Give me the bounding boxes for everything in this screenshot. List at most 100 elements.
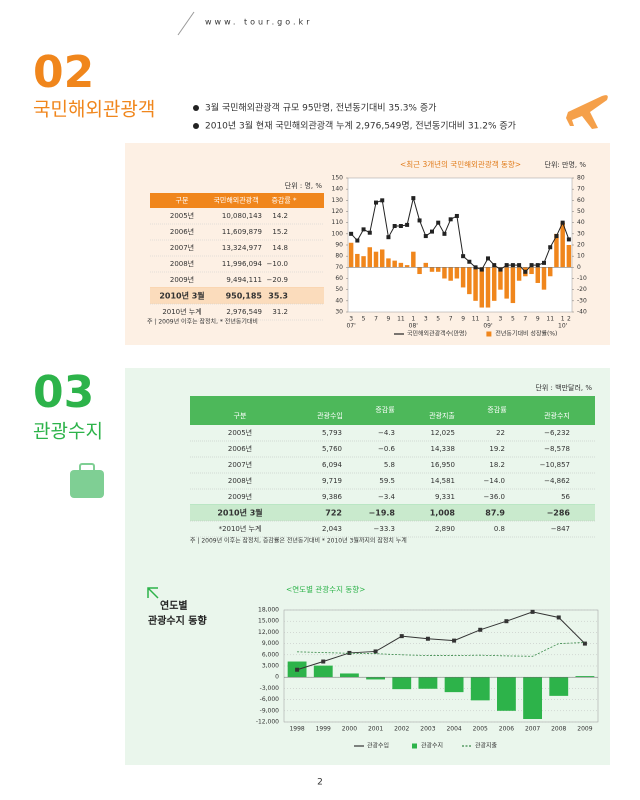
legend-label: 관광지출 — [475, 742, 498, 750]
y2-tick-label: 60 — [577, 197, 585, 204]
table-cell: −19.8 — [369, 509, 396, 518]
y-tick-label: 100 — [332, 230, 344, 237]
bar — [554, 233, 559, 268]
table-cell: 15.2 — [272, 228, 288, 236]
y2-tick-label: -30 — [577, 297, 587, 304]
x-tick-label: 2008 — [551, 726, 566, 733]
x-tick-label: 1 — [486, 316, 490, 323]
table-cell: 2008년 — [228, 476, 252, 485]
bar — [366, 677, 386, 680]
table-cell: 2,890 — [435, 525, 455, 533]
table-unit: 단위 : 백만달러, % — [535, 383, 592, 392]
bar — [560, 222, 565, 268]
x-tick-label: 2002 — [394, 726, 409, 733]
line-marker — [355, 238, 360, 243]
table-cell: −286 — [547, 509, 571, 518]
bar — [510, 267, 516, 304]
section-title: 국민해외관광객 — [33, 99, 155, 121]
table-cell: 19.2 — [489, 445, 505, 453]
table-cell: 11,609,879 — [222, 228, 262, 236]
bar — [392, 260, 397, 268]
bar — [516, 267, 522, 281]
line-marker — [486, 256, 490, 261]
table-cell: 9,331 — [435, 493, 455, 501]
line-marker — [542, 260, 546, 265]
y2-tick-label: 0 — [577, 264, 581, 271]
bar — [448, 267, 453, 281]
y-tick-label: 130 — [332, 197, 344, 204]
table-cell: 5,793 — [322, 429, 342, 437]
section-title: 관광수지 — [33, 421, 103, 443]
bar — [361, 256, 366, 268]
table-cell: 2010년 누계 — [162, 307, 201, 316]
x-tick-label: 3 — [424, 316, 428, 323]
table-cell: 2009년 — [170, 275, 194, 284]
y-tick-label: 120 — [332, 208, 344, 215]
line-marker — [399, 634, 404, 639]
y-tick-label: 70 — [335, 264, 343, 271]
line-marker — [530, 609, 535, 614]
bar — [549, 677, 569, 696]
x-tick-label: 2006 — [499, 726, 514, 733]
line-marker — [392, 224, 397, 229]
table-cell: 18.2 — [489, 461, 505, 469]
line-marker — [436, 220, 441, 225]
line-marker — [566, 237, 571, 242]
y2-tick-label: -40 — [577, 309, 587, 316]
y2-tick-label: -20 — [577, 286, 587, 293]
line-marker — [295, 667, 300, 672]
line-marker — [405, 222, 410, 227]
bar — [485, 267, 491, 308]
line-marker — [529, 263, 534, 268]
y-tick-label: 3,000 — [262, 663, 279, 670]
line-marker — [442, 231, 447, 236]
bullet-text: 3월 국민해외관광객 규모 95만명, 전년동기대비 35.3% 증가 — [205, 102, 436, 114]
table-header: 구분 — [234, 412, 247, 420]
line-marker — [478, 627, 483, 632]
y-tick-label: 40 — [335, 297, 343, 304]
y-tick-label: 18,000 — [258, 607, 279, 614]
table-cell: 2007년 — [170, 243, 194, 252]
table-cell: 16,950 — [431, 461, 456, 469]
legend-label: 관광수지 — [421, 742, 443, 750]
bar — [442, 267, 447, 279]
table-header: 증감률 — [375, 406, 395, 414]
y-tick-label: 90 — [335, 242, 343, 249]
bar — [491, 267, 497, 301]
bar — [392, 677, 412, 690]
table-cell: 6,094 — [322, 461, 343, 469]
table-row-highlight — [190, 505, 595, 521]
chart-side-label: 연도별 — [160, 599, 188, 612]
x-tick-label: 11 — [472, 316, 480, 323]
table-cell: 13,324,977 — [222, 244, 262, 252]
line-marker — [452, 638, 457, 643]
x-tick-label: 9 — [387, 316, 391, 323]
bullet — [193, 105, 199, 111]
line-marker — [448, 217, 453, 222]
table-cell: −3.4 — [378, 493, 396, 501]
table-cell: 2,043 — [322, 525, 342, 533]
table-header: 관광수입 — [317, 411, 343, 420]
table-cell: 59.5 — [379, 477, 395, 485]
y-tick-label: 9,000 — [262, 640, 279, 647]
bar — [429, 267, 435, 272]
x-tick-label: 11 — [397, 316, 405, 323]
y-tick-label: 110 — [332, 219, 344, 226]
y2-tick-label: 20 — [577, 242, 585, 249]
x-tick-label: 7 — [449, 316, 453, 323]
x-tick-label: 2005 — [473, 726, 488, 733]
bar — [418, 677, 438, 689]
line-marker — [349, 231, 354, 236]
header-slash — [177, 11, 195, 36]
suitcase-icon — [70, 470, 104, 498]
line-marker — [411, 196, 416, 201]
bar — [498, 267, 503, 290]
line-marker — [560, 220, 565, 225]
table-header-bg — [190, 396, 595, 425]
table-cell: 950,185 — [226, 292, 263, 301]
line-marker — [504, 263, 509, 268]
bar — [386, 258, 391, 268]
x-tick-label: 3 — [499, 316, 503, 323]
bar — [535, 267, 541, 283]
table-cell: −0.6 — [378, 445, 396, 453]
